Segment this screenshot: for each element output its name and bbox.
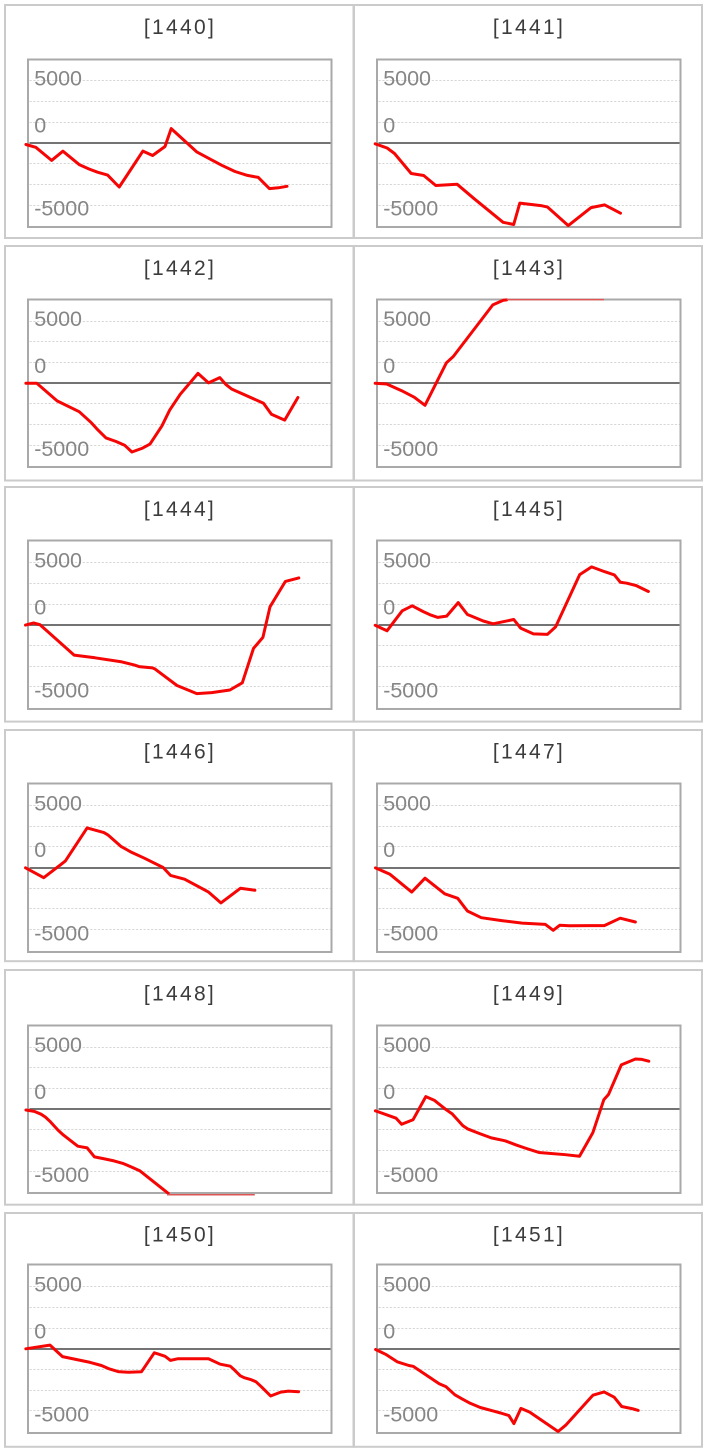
svg-text:-5000: -5000 bbox=[34, 437, 89, 461]
svg-text:0: 0 bbox=[34, 595, 46, 619]
svg-text:[1445]: [1445] bbox=[493, 498, 565, 521]
svg-text:5000: 5000 bbox=[384, 1033, 432, 1057]
svg-text:0: 0 bbox=[34, 113, 46, 137]
svg-text:-5000: -5000 bbox=[383, 196, 438, 220]
svg-text:0: 0 bbox=[384, 595, 396, 619]
svg-text:-5000: -5000 bbox=[383, 437, 438, 461]
svg-text:[1450]: [1450] bbox=[144, 1224, 216, 1247]
svg-text:0: 0 bbox=[34, 354, 46, 378]
svg-text:0: 0 bbox=[383, 354, 395, 378]
svg-text:[1447]: [1447] bbox=[493, 740, 565, 763]
svg-text:[1440]: [1440] bbox=[144, 15, 216, 38]
svg-text:[1449]: [1449] bbox=[493, 982, 565, 1005]
svg-text:5000: 5000 bbox=[383, 1273, 431, 1297]
svg-text:-5000: -5000 bbox=[384, 1163, 439, 1187]
svg-text:5000: 5000 bbox=[34, 66, 82, 90]
svg-text:[1448]: [1448] bbox=[144, 982, 216, 1005]
svg-text:5000: 5000 bbox=[34, 1033, 82, 1057]
svg-text:0: 0 bbox=[383, 1319, 395, 1343]
svg-text:5000: 5000 bbox=[34, 307, 82, 331]
svg-text:0: 0 bbox=[383, 113, 395, 137]
svg-text:5000: 5000 bbox=[384, 549, 432, 573]
svg-text:[1451]: [1451] bbox=[493, 1224, 565, 1247]
svg-text:-5000: -5000 bbox=[34, 921, 89, 945]
svg-text:[1442]: [1442] bbox=[144, 257, 216, 280]
svg-text:0: 0 bbox=[34, 838, 46, 862]
svg-text:-5000: -5000 bbox=[383, 1403, 438, 1427]
svg-text:-5000: -5000 bbox=[34, 1403, 89, 1427]
svg-text:0: 0 bbox=[384, 1079, 396, 1103]
svg-text:0: 0 bbox=[34, 1079, 46, 1103]
svg-text:5000: 5000 bbox=[383, 66, 431, 90]
svg-text:-5000: -5000 bbox=[34, 679, 89, 703]
svg-text:0: 0 bbox=[384, 838, 396, 862]
svg-text:[1444]: [1444] bbox=[144, 498, 216, 521]
svg-text:0: 0 bbox=[34, 1319, 46, 1343]
svg-text:5000: 5000 bbox=[384, 791, 432, 815]
svg-text:[1441]: [1441] bbox=[493, 15, 565, 38]
svg-text:[1446]: [1446] bbox=[144, 740, 216, 763]
svg-text:-5000: -5000 bbox=[384, 679, 439, 703]
svg-text:[1443]: [1443] bbox=[493, 257, 565, 280]
svg-text:5000: 5000 bbox=[34, 791, 82, 815]
svg-text:5000: 5000 bbox=[34, 549, 82, 573]
svg-text:5000: 5000 bbox=[383, 307, 431, 331]
svg-text:-5000: -5000 bbox=[384, 921, 439, 945]
svg-text:-5000: -5000 bbox=[34, 196, 89, 220]
svg-text:-5000: -5000 bbox=[34, 1163, 89, 1187]
svg-text:5000: 5000 bbox=[34, 1273, 82, 1297]
